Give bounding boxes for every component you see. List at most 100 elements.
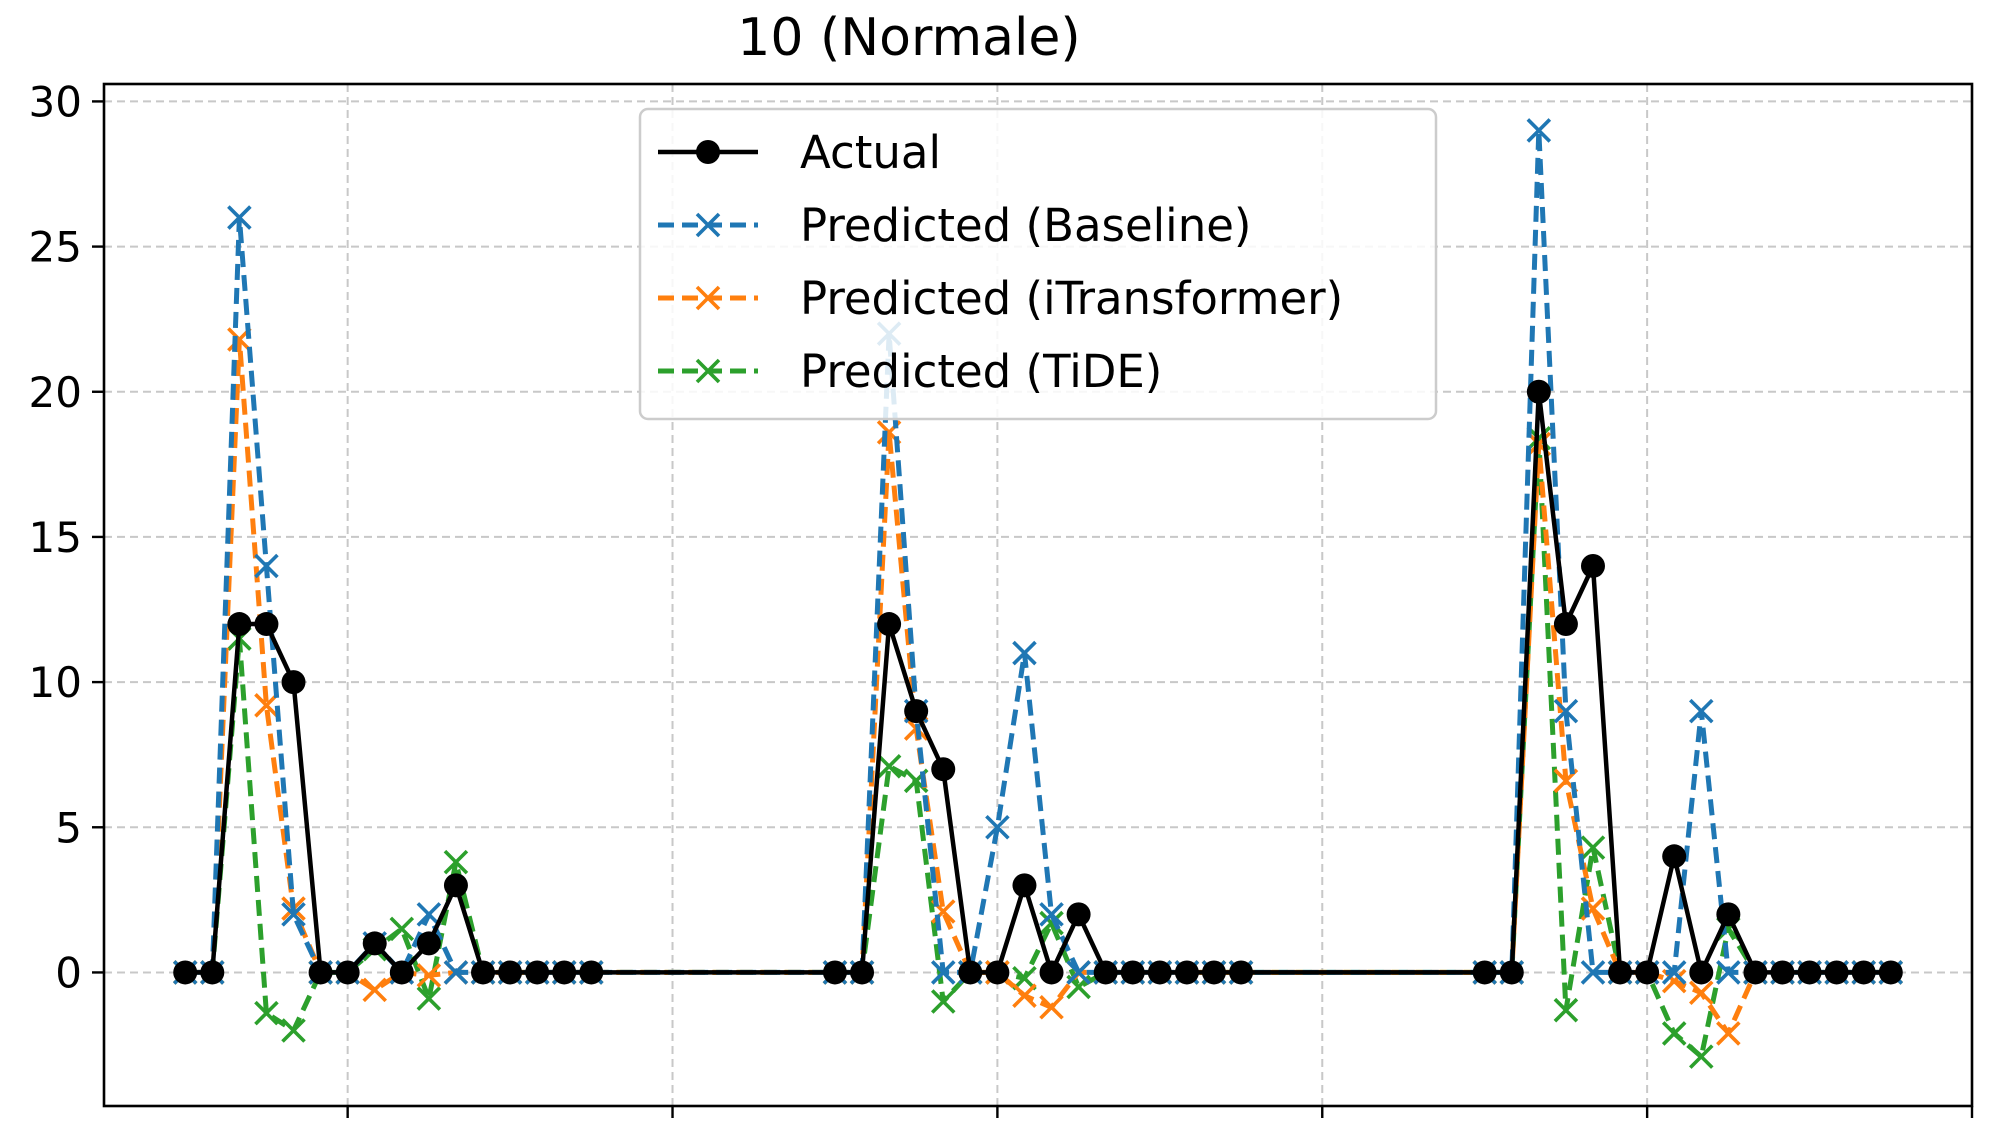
- data-point: [1039, 910, 1064, 936]
- data-point: [443, 873, 468, 898]
- data-point: [443, 849, 469, 875]
- data-point: [930, 989, 956, 1014]
- data-point: [1093, 960, 1118, 985]
- data-point: [1689, 960, 1714, 985]
- y-tick-label: 10: [29, 658, 82, 707]
- data-point: [1147, 960, 1172, 985]
- data-point: [1662, 844, 1687, 869]
- data-point: [227, 205, 252, 230]
- data-point: [1472, 960, 1497, 985]
- data-point: [877, 612, 902, 637]
- data-point: [579, 960, 604, 985]
- data-point: [1039, 902, 1064, 927]
- data-point: [471, 960, 496, 985]
- data-point: [1580, 835, 1606, 860]
- data-point: [1661, 960, 1687, 985]
- data-point: [930, 960, 956, 985]
- data-point: [1635, 960, 1660, 985]
- data-point: [985, 960, 1010, 985]
- data-point: [1499, 960, 1524, 985]
- data-point: [850, 960, 875, 985]
- plot-frame: [102, 82, 1974, 1108]
- data-point: [416, 986, 442, 1011]
- data-point: [1661, 1021, 1687, 1046]
- data-point: [335, 960, 360, 985]
- y-tick-label: 5: [55, 803, 82, 852]
- data-point: [227, 612, 252, 637]
- data-point: [525, 960, 550, 985]
- data-point: [281, 902, 306, 927]
- data-point: [362, 931, 387, 956]
- data-point: [1012, 640, 1037, 666]
- data-point: [389, 960, 414, 985]
- data-point: [173, 960, 198, 985]
- data-point: [1120, 960, 1145, 985]
- data-point: [931, 757, 956, 782]
- y-tick-label: 25: [29, 223, 82, 272]
- data-point: [200, 960, 225, 985]
- data-point: [1580, 553, 1605, 578]
- data-point: [1770, 960, 1795, 985]
- data-point: [876, 754, 902, 779]
- data-point: [1229, 960, 1254, 985]
- data-point: [1824, 960, 1849, 985]
- data-point: [552, 960, 577, 985]
- data-point: [254, 1000, 279, 1026]
- data-point: [1716, 902, 1741, 927]
- data-point: [1012, 873, 1037, 898]
- legend-swatch-marker: [695, 285, 721, 311]
- data-point: [254, 553, 279, 579]
- series-line: [185, 389, 1891, 975]
- data-point: [498, 960, 523, 985]
- axis-ticks: 0 5 10 15 20 25 30: [29, 77, 1974, 1118]
- data-point: [389, 916, 415, 942]
- data-point: [1526, 118, 1552, 143]
- data-point: [1553, 612, 1578, 637]
- data-point: [1012, 965, 1037, 991]
- legend-label: Predicted (iTransformer): [800, 272, 1343, 325]
- data-point: [822, 960, 847, 985]
- y-tick-label: 20: [29, 368, 82, 417]
- data-point: [1174, 960, 1199, 985]
- data-point: [1066, 960, 1091, 985]
- data-point: [254, 693, 279, 718]
- data-point: [281, 1018, 306, 1043]
- y-tick-label: 0: [55, 948, 82, 997]
- data-point: [1716, 960, 1741, 985]
- data-point: [1039, 995, 1064, 1020]
- data-point: [1526, 379, 1551, 404]
- data-point: [1608, 960, 1633, 985]
- series-0: [173, 379, 1903, 985]
- data-point: [904, 699, 929, 724]
- data-point: [1689, 980, 1714, 1006]
- data-point: [416, 963, 442, 988]
- legend-label: Predicted (Baseline): [800, 199, 1251, 252]
- data-point: [1201, 960, 1226, 985]
- data-point: [1553, 698, 1579, 724]
- data-point: [1797, 960, 1822, 985]
- data-point: [1066, 902, 1091, 927]
- data-point: [281, 670, 306, 695]
- data-point: [1851, 960, 1876, 985]
- legend: Actual Predicted (Baseline) Predicted (iTr…: [638, 107, 1438, 421]
- data-point: [1039, 960, 1064, 985]
- series-line: [185, 435, 1891, 1060]
- data-point: [1743, 960, 1768, 985]
- legend-label: Actual: [800, 126, 941, 179]
- data-point: [416, 931, 441, 956]
- data-point: [443, 960, 469, 985]
- y-tick-label: 30: [29, 77, 82, 126]
- data-point: [362, 977, 387, 1003]
- legend-box: [638, 107, 1438, 421]
- data-point: [985, 815, 1010, 840]
- series-layer: [172, 118, 1904, 1069]
- chart-title: 10 (Normale): [737, 8, 1080, 68]
- legend-swatch-marker: [695, 212, 721, 238]
- y-tick-label: 15: [29, 513, 82, 562]
- data-point: [958, 960, 983, 985]
- data-point: [1012, 983, 1037, 1008]
- legend-label: Predicted (TiDE): [800, 345, 1162, 398]
- data-point: [1553, 997, 1579, 1023]
- data-point: [254, 612, 279, 637]
